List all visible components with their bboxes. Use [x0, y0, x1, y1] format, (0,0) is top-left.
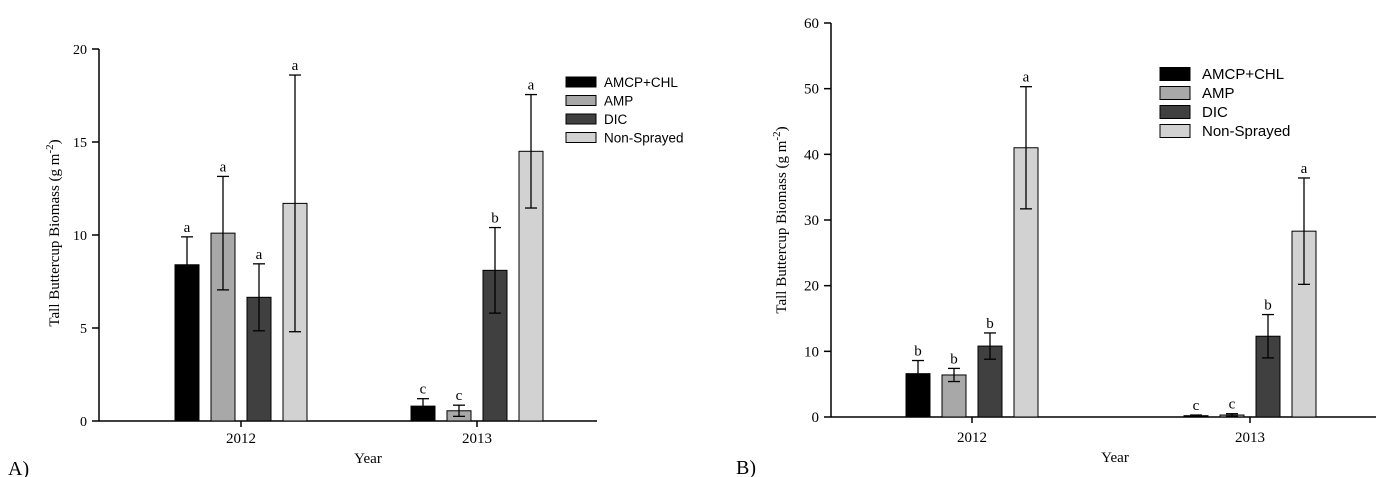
x-axis-title: Year — [1101, 450, 1129, 466]
legend-label: AMP — [604, 94, 633, 109]
y-tick-label: 5 — [80, 322, 87, 337]
y-tick-label: 40 — [804, 147, 819, 163]
significance-letter: a — [220, 159, 227, 175]
y-tick-label: 10 — [804, 344, 819, 360]
legend-swatch — [565, 113, 597, 125]
significance-letter: c — [420, 382, 427, 398]
significance-letter: b — [1264, 298, 1272, 314]
significance-letter: a — [256, 247, 263, 263]
y-axis-title-superscript: -2 — [771, 131, 783, 140]
y-axis-title-main: Tall Buttercup Biomass (g m — [774, 140, 790, 313]
x-tick-label: 2013 — [462, 431, 492, 447]
significance-letter: b — [950, 351, 958, 367]
legend-swatch — [1159, 105, 1191, 119]
significance-letter: c — [1193, 398, 1200, 414]
legend-label: AMP — [1202, 85, 1235, 102]
legend: AMCP+CHL AMP DIC Non-Sprayed — [1159, 66, 1290, 140]
legend-swatch — [565, 95, 597, 106]
y-tick-label: 30 — [804, 213, 819, 229]
legend-swatch — [565, 76, 597, 88]
x-tick-label: 2012 — [957, 430, 987, 446]
legend-label: Non-Sprayed — [604, 131, 684, 146]
significance-letter: a — [292, 58, 299, 74]
bar-dic-2012 — [977, 345, 1003, 418]
panel-label: A) — [8, 458, 29, 477]
y-tick-label: 20 — [804, 279, 819, 295]
legend-label: DIC — [1202, 104, 1228, 121]
significance-letter: c — [1229, 397, 1236, 413]
legend-swatch — [1159, 124, 1191, 138]
significance-letter: b — [986, 316, 994, 332]
y-axis-title-close: ) — [47, 139, 63, 144]
significance-letter: a — [1301, 161, 1308, 177]
y-axis-title-close: ) — [774, 126, 790, 131]
significance-letter: c — [456, 388, 463, 404]
y-axis-title-superscript: -2 — [44, 144, 56, 153]
significance-letter: a — [1023, 70, 1030, 86]
significance-letter: b — [914, 344, 922, 360]
x-tick-label: 2012 — [226, 431, 256, 447]
legend: AMCP+CHL AMP DIC Non-Sprayed — [565, 75, 684, 146]
chart-panel-0: 0 5 10 15 20 2012 2013 a c a c a b a a AMCP+CHL AMP DIC No… — [8, 43, 684, 477]
y-axis-title: Tall Buttercup Biomass (g m-2) — [44, 139, 63, 326]
bar-amcp-chl-2012 — [905, 373, 931, 418]
legend-label: DIC — [604, 112, 628, 127]
y-tick-label: 50 — [804, 82, 819, 98]
legend-swatch — [1159, 86, 1191, 100]
y-tick-label: 10 — [73, 229, 87, 244]
panel-label: B) — [736, 457, 756, 477]
legend-label: AMCP+CHL — [1202, 66, 1284, 83]
x-tick-label: 2013 — [1235, 430, 1265, 446]
y-tick-label: 0 — [812, 410, 820, 426]
legend-swatch — [1159, 67, 1191, 81]
y-tick-label: 20 — [73, 43, 87, 58]
chart-panel-1: 0 10 20 30 40 50 60 2012 2013 b c b c b b a a AMCP+CHL AMP… — [736, 16, 1376, 477]
significance-letter: b — [491, 211, 499, 227]
x-axis-title: Year — [354, 451, 382, 467]
legend-label: AMCP+CHL — [604, 75, 678, 90]
legend-label: Non-Sprayed — [1202, 123, 1290, 140]
y-tick-label: 0 — [80, 415, 87, 430]
legend-swatch — [565, 132, 597, 143]
y-tick-label: 60 — [804, 16, 819, 32]
significance-letter: a — [528, 78, 535, 94]
significance-letter: a — [184, 220, 191, 236]
y-axis-title-main: Tall Buttercup Biomass (g m — [47, 153, 63, 326]
y-tick-label: 15 — [73, 136, 87, 151]
y-axis-title: Tall Buttercup Biomass (g m-2) — [771, 126, 790, 313]
